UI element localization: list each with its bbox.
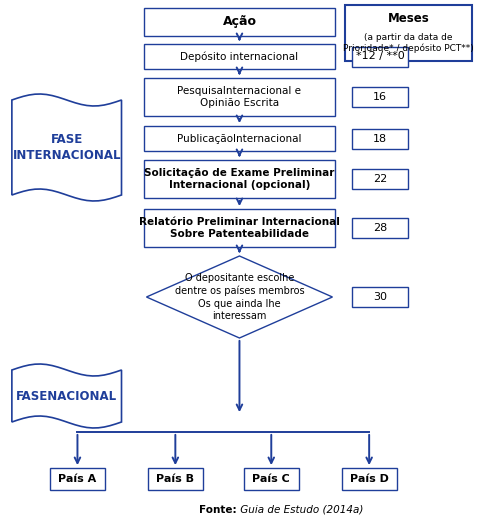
Text: 18: 18 [373,133,387,143]
Text: O depositante escolhe
dentre os países membros
Os que ainda lhe
interessam: O depositante escolhe dentre os países m… [174,273,304,321]
Text: *12 / **0: *12 / **0 [356,51,404,62]
FancyBboxPatch shape [244,468,299,490]
Polygon shape [12,364,122,428]
FancyBboxPatch shape [344,5,472,61]
FancyBboxPatch shape [342,468,396,490]
FancyBboxPatch shape [50,468,105,490]
Text: 30: 30 [373,292,387,302]
FancyBboxPatch shape [351,47,408,66]
Text: Depósito internacional: Depósito internacional [180,51,298,62]
Polygon shape [147,256,332,338]
FancyBboxPatch shape [148,468,203,490]
FancyBboxPatch shape [144,8,335,36]
Text: PublicaçãoInternacional: PublicaçãoInternacional [177,133,302,143]
Text: País B: País B [156,474,195,484]
FancyBboxPatch shape [144,78,335,116]
FancyBboxPatch shape [351,218,408,238]
Polygon shape [12,94,122,201]
Text: País A: País A [58,474,97,484]
FancyBboxPatch shape [144,126,335,151]
FancyBboxPatch shape [351,287,408,307]
FancyBboxPatch shape [351,129,408,149]
Text: Guia de Estudo (2014a): Guia de Estudo (2014a) [237,505,363,515]
Text: PesquisaInternacional e
Opinião Escrita: PesquisaInternacional e Opinião Escrita [177,86,301,108]
Text: FASE
INTERNACIONAL: FASE INTERNACIONAL [12,133,121,162]
FancyBboxPatch shape [144,160,335,198]
Text: País D: País D [350,474,389,484]
Text: Ação: Ação [222,16,256,28]
Text: Meses: Meses [388,13,429,26]
Text: FASENACIONAL: FASENACIONAL [16,390,117,403]
Text: Fonte:: Fonte: [199,505,237,515]
FancyBboxPatch shape [351,169,408,189]
FancyBboxPatch shape [351,87,408,107]
FancyBboxPatch shape [144,44,335,69]
Text: 16: 16 [373,92,387,102]
Text: (a partir da data de
Prioridade* / depósito PCT**): (a partir da data de Prioridade* / depós… [343,32,474,53]
Text: 22: 22 [373,174,387,184]
Text: País C: País C [252,474,290,484]
Text: 28: 28 [373,223,387,233]
FancyBboxPatch shape [144,209,335,247]
Text: Solicitação de Exame Preliminar
Internacional (opcional): Solicitação de Exame Preliminar Internac… [144,168,335,190]
Text: Relatório Preliminar Internacional
Sobre Patenteabilidade: Relatório Preliminar Internacional Sobre… [139,217,340,239]
